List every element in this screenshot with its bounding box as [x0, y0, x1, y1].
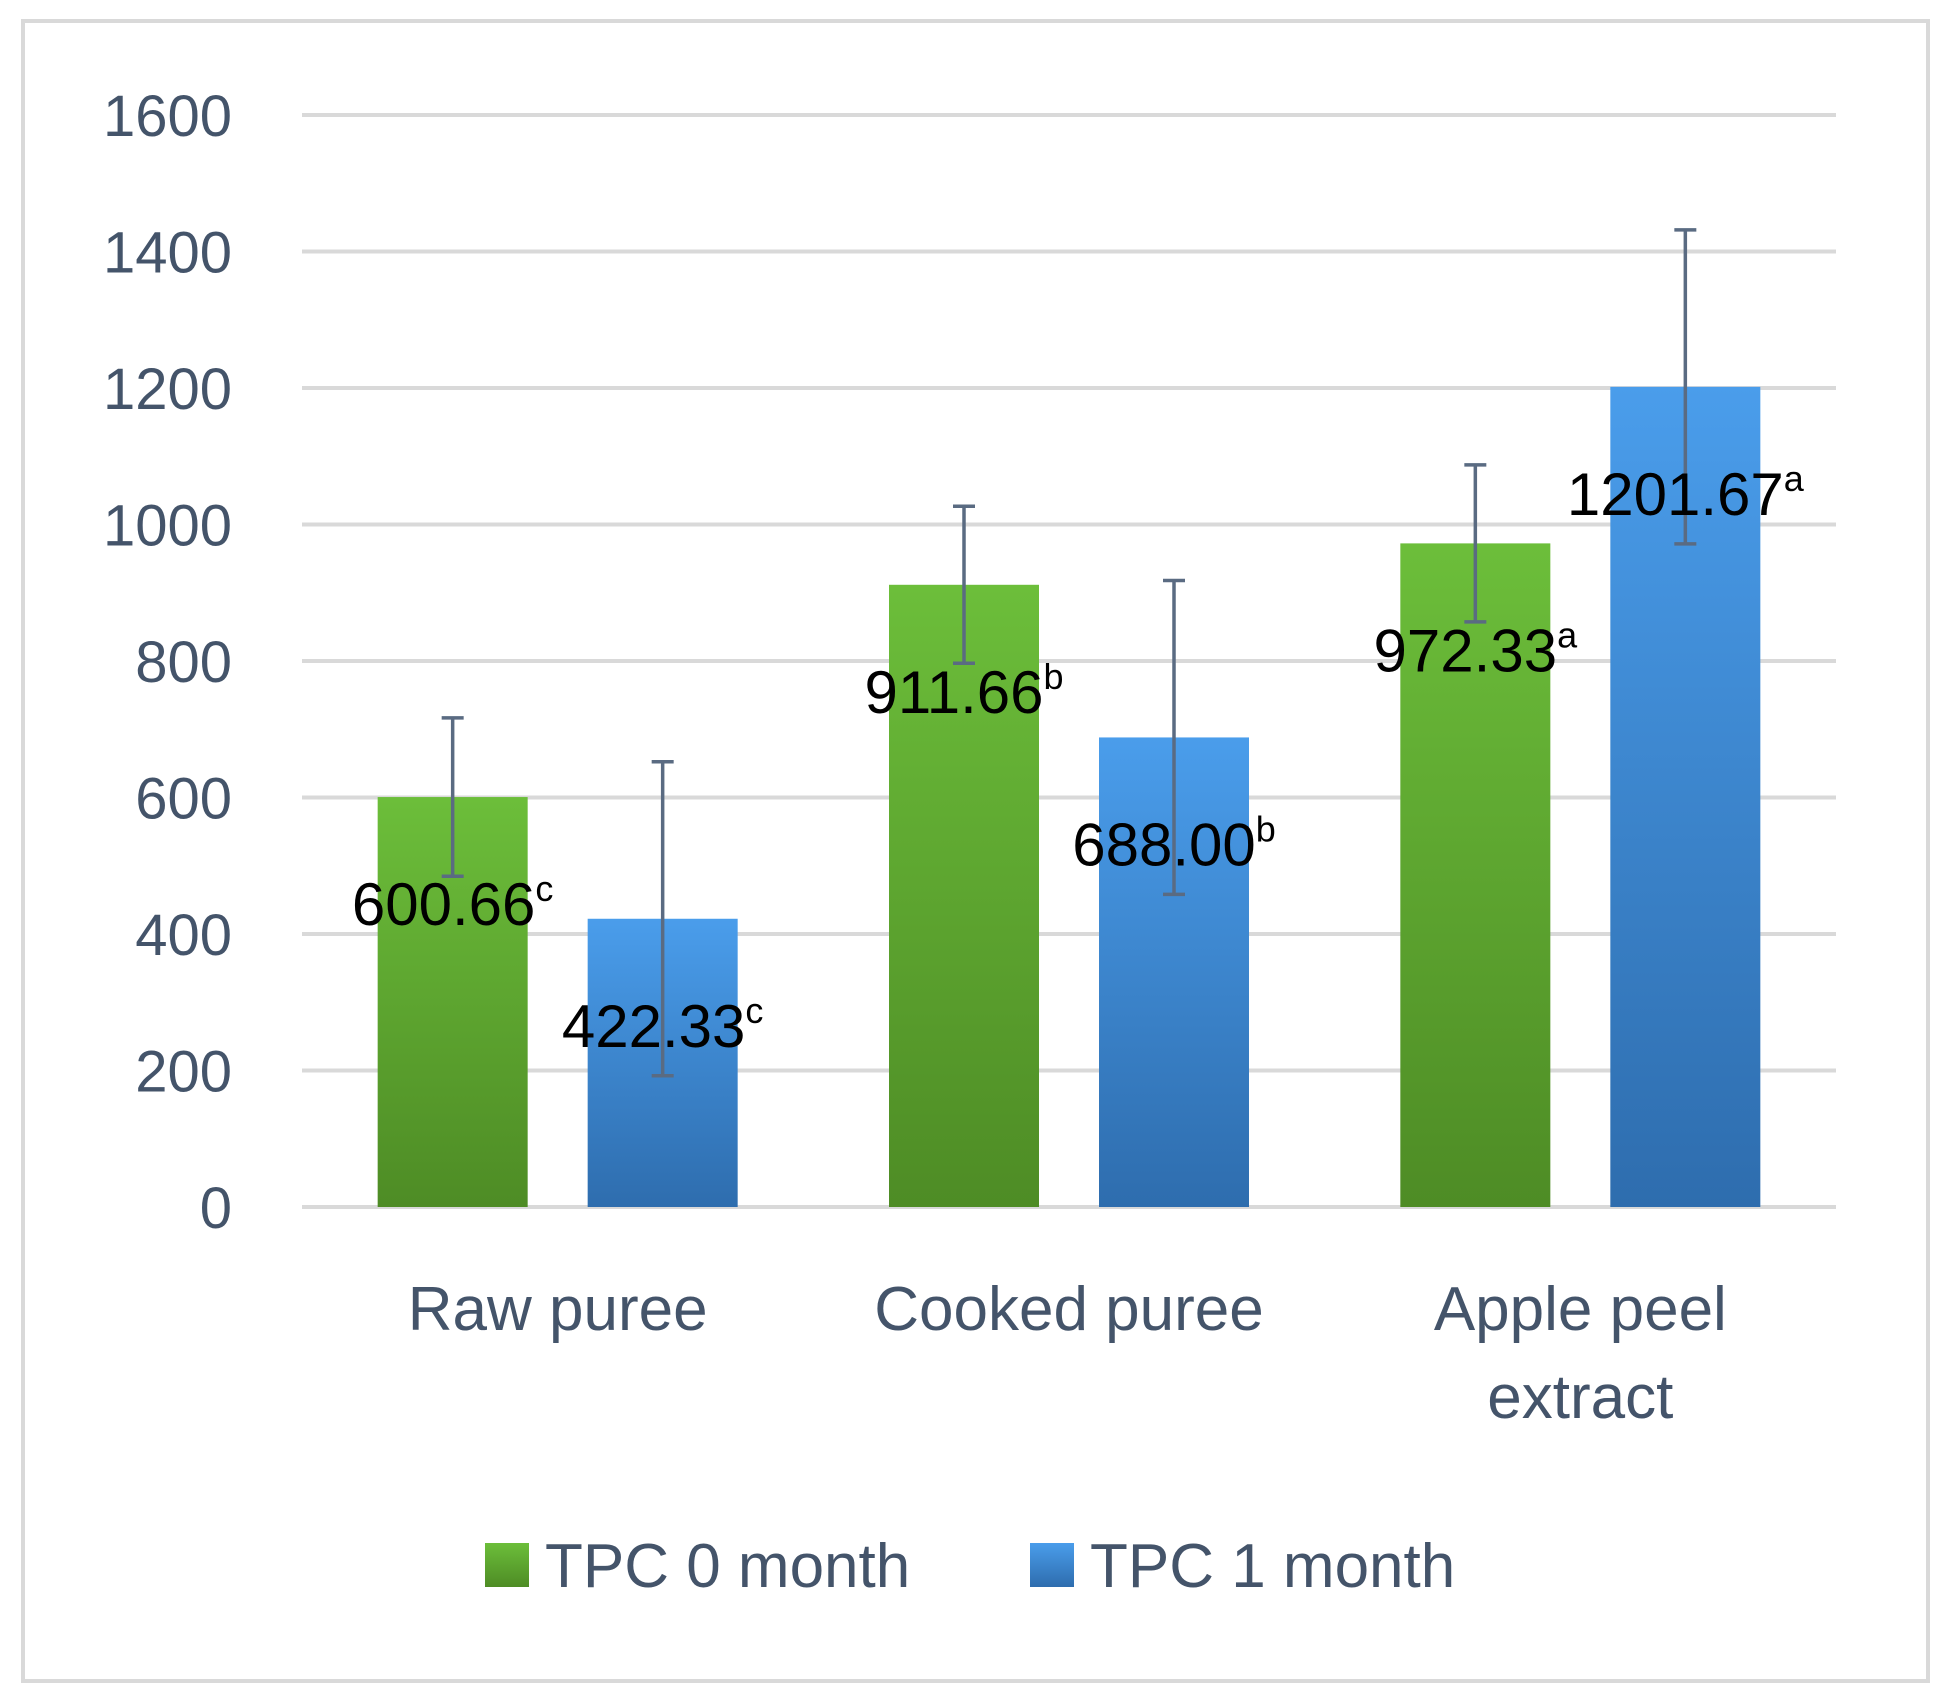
y-tick-label-7: 1400: [103, 221, 232, 286]
legend: TPC 0 month TPC 1 month: [485, 1532, 1455, 1601]
y-tick-label-1: 200: [135, 1040, 232, 1105]
data-label-letter-s1-c0: c: [745, 990, 763, 1031]
category-label-2-line-1: extract: [1487, 1363, 1673, 1432]
data-label-letter-s0-c1: b: [1044, 656, 1064, 697]
category-label-0-line-0: Raw puree: [408, 1275, 708, 1344]
y-tick-label-5: 1000: [103, 494, 232, 559]
gridlines: [302, 113, 1836, 1209]
data-label-s1-c1: 688.00b: [1072, 808, 1276, 878]
data-label-letter-s0-c2: a: [1557, 614, 1578, 655]
y-axis-ticks: 0 200 400 600 800 1000 1200 1400 1600: [103, 84, 232, 1241]
data-label-s0-c1: 911.66b: [864, 656, 1063, 726]
y-tick-label-6: 1200: [103, 357, 232, 422]
data-label-s1-c0: 422.33c: [562, 990, 764, 1060]
data-label-letter-s0-c0: c: [535, 868, 553, 909]
bar-s0-c1: [889, 584, 1039, 1207]
y-tick-label-2: 400: [135, 903, 232, 968]
y-tick-label-0: 0: [200, 1176, 232, 1241]
y-tick-label-3: 600: [135, 767, 232, 832]
y-tick-label-8: 1600: [103, 84, 232, 149]
legend-label-0: TPC 0 month: [545, 1532, 910, 1601]
bar-s0-c2: [1400, 543, 1551, 1207]
legend-swatch-1: [1030, 1543, 1074, 1587]
x-axis-categories: Raw puree Cooked puree Apple peel extract: [408, 1275, 1727, 1432]
error-bars: [441, 228, 1697, 1078]
category-label-2-line-0: Apple peel: [1434, 1275, 1727, 1344]
legend-label-1: TPC 1 month: [1090, 1532, 1455, 1601]
legend-swatch-0: [485, 1543, 529, 1587]
data-label-s0-c2: 972.33a: [1374, 614, 1579, 684]
data-label-s0-c0: 600.66c: [352, 868, 554, 938]
category-label-1-line-0: Cooked puree: [874, 1275, 1264, 1344]
data-label-s1-c2: 1201.67a: [1567, 458, 1805, 528]
data-label-letter-s1-c2: a: [1784, 458, 1805, 499]
data-label-letter-s1-c1: b: [1256, 808, 1276, 849]
y-tick-label-4: 800: [135, 630, 232, 695]
